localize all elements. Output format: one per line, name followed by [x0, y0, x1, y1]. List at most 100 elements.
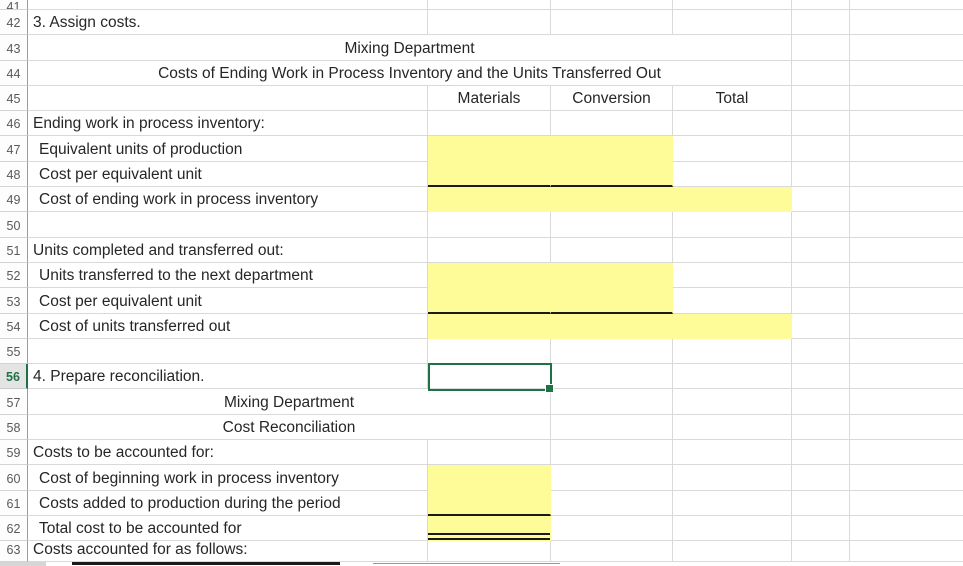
cell-F53[interactable] — [792, 288, 850, 314]
row-header-49[interactable]: 49 — [0, 187, 28, 213]
cell-cost-beginning-wip-label[interactable]: Cost of beginning work in process invent… — [28, 465, 428, 491]
cell-G46[interactable] — [850, 111, 963, 137]
column-header-total[interactable]: Total — [673, 85, 792, 112]
column-header-materials[interactable]: Materials — [428, 85, 551, 112]
cell-G63[interactable] — [850, 541, 963, 562]
fill-handle[interactable] — [545, 384, 554, 393]
cell-F49[interactable] — [792, 187, 850, 213]
input-cell-D48-conversion[interactable] — [551, 161, 673, 188]
cell-title-mixing-department-2[interactable]: Mixing Department — [28, 389, 551, 415]
cell-F56[interactable] — [792, 364, 850, 390]
cell-E56[interactable] — [673, 364, 792, 390]
cell-E50[interactable] — [673, 212, 792, 238]
cell-G45[interactable] — [850, 85, 963, 112]
cell-F54[interactable] — [792, 313, 850, 339]
cell-D60[interactable] — [551, 465, 673, 491]
row-header-43[interactable]: 43 — [0, 35, 28, 61]
row-header-61[interactable]: 61 — [0, 490, 28, 516]
input-cell-C54-materials[interactable] — [428, 313, 551, 339]
cell-G61[interactable] — [850, 490, 963, 516]
cell-title-mixing-department-1[interactable]: Mixing Department — [28, 35, 792, 61]
row-header-55[interactable]: 55 — [0, 338, 28, 365]
cell-C41[interactable] — [428, 0, 551, 10]
cell-G55[interactable] — [850, 338, 963, 365]
cell-D51[interactable] — [551, 237, 673, 263]
row-header-54[interactable]: 54 — [0, 313, 28, 339]
cell-G43[interactable] — [850, 35, 963, 61]
cell-F58[interactable] — [792, 414, 850, 441]
cell-F48[interactable] — [792, 161, 850, 188]
row-header-52[interactable]: 52 — [0, 262, 28, 289]
cell-G52[interactable] — [850, 262, 963, 289]
cell-cost-per-eu-label-1[interactable]: Cost per equivalent unit — [28, 161, 428, 188]
cell-G60[interactable] — [850, 465, 963, 491]
row-header-44[interactable]: 44 — [0, 60, 28, 86]
cell-units-completed-section-label[interactable]: Units completed and transferred out: — [28, 237, 428, 263]
input-cell-D47-conversion[interactable] — [551, 136, 673, 162]
input-cell-D53-conversion[interactable] — [551, 288, 673, 314]
cell-F63[interactable] — [792, 541, 850, 562]
cell-C42[interactable] — [428, 10, 551, 36]
cell-F47[interactable] — [792, 136, 850, 162]
cell-F55[interactable] — [792, 338, 850, 365]
cell-E51[interactable] — [673, 237, 792, 263]
cell-E63[interactable] — [673, 541, 792, 562]
cell-D62[interactable] — [551, 515, 673, 542]
cell-C50[interactable] — [428, 212, 551, 238]
cell-equivalent-units-label[interactable]: Equivalent units of production — [28, 136, 428, 162]
cell-G49[interactable] — [850, 187, 963, 213]
cell-D46[interactable] — [551, 111, 673, 137]
input-cell-E49-total[interactable] — [673, 187, 792, 213]
cell-costs-added-label[interactable]: Costs added to production during the per… — [28, 490, 428, 516]
cell-step3-label[interactable]: 3. Assign costs. — [28, 10, 428, 36]
cell-E61[interactable] — [673, 490, 792, 516]
cell-B45[interactable] — [28, 85, 428, 112]
input-cell-C49-materials[interactable] — [428, 187, 551, 213]
row-header-62[interactable]: 62 — [0, 515, 28, 542]
input-cell-D54-conversion[interactable] — [551, 313, 673, 339]
input-cell-C61[interactable] — [428, 490, 551, 516]
cell-D61[interactable] — [551, 490, 673, 516]
cell-D57[interactable] — [551, 389, 673, 415]
row-header-63[interactable]: 63 — [0, 541, 28, 562]
row-header-42[interactable]: 42 — [0, 10, 28, 36]
cell-F60[interactable] — [792, 465, 850, 491]
cell-E59[interactable] — [673, 440, 792, 466]
row-header-57[interactable]: 57 — [0, 389, 28, 415]
input-cell-C47-materials[interactable] — [428, 136, 551, 162]
row-header-58[interactable]: 58 — [0, 414, 28, 441]
cell-cost-ending-wip-label[interactable]: Cost of ending work in process inventory — [28, 187, 428, 213]
row-header-56-selected[interactable]: 56 — [0, 364, 28, 390]
cell-D42[interactable] — [551, 10, 673, 36]
row-header-60[interactable]: 60 — [0, 465, 28, 491]
cell-G57[interactable] — [850, 389, 963, 415]
input-cell-C52-materials[interactable] — [428, 262, 551, 289]
input-cell-C62[interactable] — [428, 515, 551, 542]
row-header-50[interactable]: 50 — [0, 212, 28, 238]
cell-step4-label[interactable]: 4. Prepare reconciliation. — [28, 364, 428, 390]
cell-F62[interactable] — [792, 515, 850, 542]
cell-G59[interactable] — [850, 440, 963, 466]
cell-D63[interactable] — [551, 541, 673, 562]
input-cell-C48-materials[interactable] — [428, 161, 551, 188]
row-header-53[interactable]: 53 — [0, 288, 28, 314]
active-cell-selection[interactable] — [428, 363, 554, 393]
cell-E60[interactable] — [673, 465, 792, 491]
input-cell-E54-total[interactable] — [673, 313, 792, 339]
cell-E42[interactable] — [673, 10, 792, 36]
input-cell-C53-materials[interactable] — [428, 288, 551, 314]
cell-F41[interactable] — [792, 0, 850, 10]
row-header-46[interactable]: 46 — [0, 111, 28, 137]
cell-E47[interactable] — [673, 136, 792, 162]
cell-D50[interactable] — [551, 212, 673, 238]
cell-G47[interactable] — [850, 136, 963, 162]
cell-title-costs-of-ending-wip[interactable]: Costs of Ending Work in Process Inventor… — [28, 60, 792, 86]
cell-F42[interactable] — [792, 10, 850, 36]
cell-G53[interactable] — [850, 288, 963, 314]
cell-E57[interactable] — [673, 389, 792, 415]
cell-D56[interactable] — [551, 364, 673, 390]
cell-G58[interactable] — [850, 414, 963, 441]
cell-C59[interactable] — [428, 440, 551, 466]
cell-G42[interactable] — [850, 10, 963, 36]
input-cell-D52-conversion[interactable] — [551, 262, 673, 289]
